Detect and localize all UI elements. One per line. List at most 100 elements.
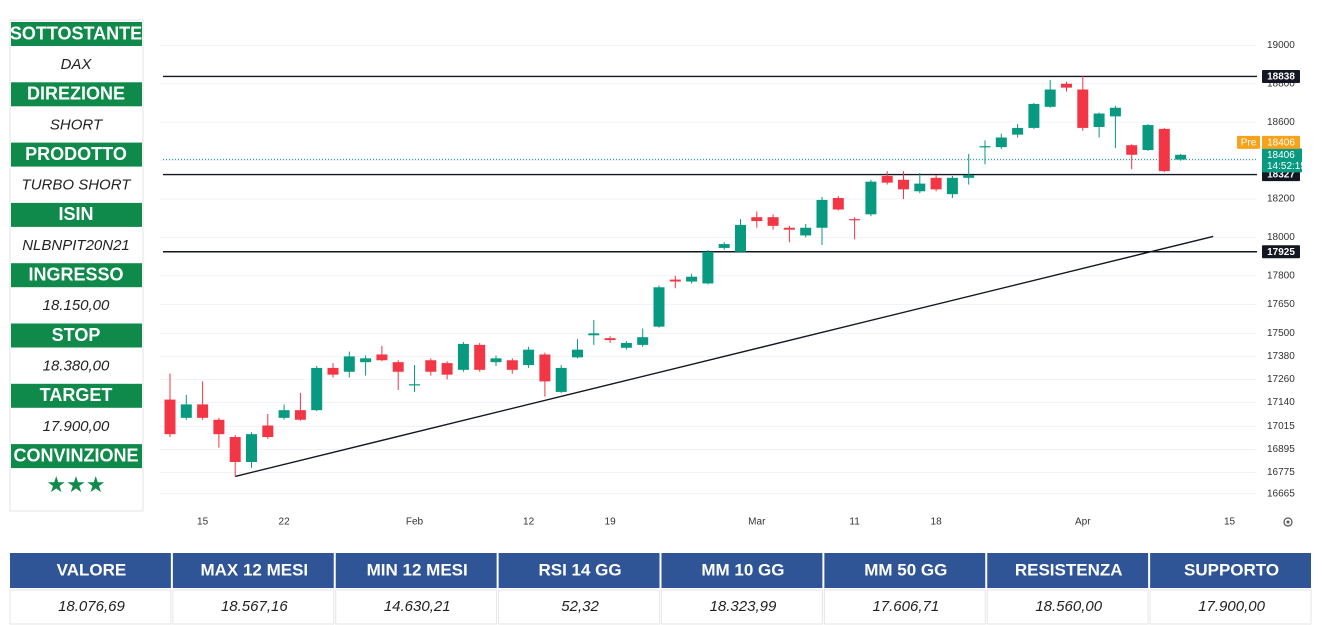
table-value: 14.630,21 xyxy=(384,598,451,615)
panel-header xyxy=(11,444,142,469)
y-tick-label: 18000 xyxy=(1267,232,1295,243)
candle-body xyxy=(669,279,681,282)
y-tick-label: 17380 xyxy=(1267,351,1295,362)
panel-value: 18.380,00 xyxy=(43,357,110,374)
panel-label: ISIN xyxy=(58,204,93,224)
y-tick-label: 17140 xyxy=(1267,397,1295,408)
candle-body xyxy=(881,175,893,183)
candle-body xyxy=(392,362,404,372)
candle-body xyxy=(1093,113,1105,127)
table-header-cell xyxy=(824,553,986,588)
table-header-cell xyxy=(172,553,334,588)
panel-label: SOTTOSTANTE xyxy=(10,23,142,43)
candle-body xyxy=(180,404,192,418)
pre-tag-label: Pre xyxy=(1241,138,1257,149)
table-header: SUPPORTO xyxy=(1184,560,1279,579)
table-cell xyxy=(986,589,1149,625)
panel-header xyxy=(11,323,142,348)
table-cell xyxy=(335,589,498,625)
last-price-tag xyxy=(1262,148,1302,173)
candle-body xyxy=(735,224,746,252)
price-tag xyxy=(1262,69,1300,83)
candle-body xyxy=(800,227,812,236)
candle-body xyxy=(572,349,583,358)
settings-icon[interactable] xyxy=(1283,517,1293,527)
y-tick-label: 18200 xyxy=(1267,194,1295,205)
table-cell xyxy=(9,589,172,625)
candle-body xyxy=(343,356,355,372)
y-tick-label: 17015 xyxy=(1267,421,1295,432)
y-tick-label: 17260 xyxy=(1267,374,1295,385)
candle-body xyxy=(963,174,975,178)
table-header-cell xyxy=(1150,553,1311,588)
y-tick-label: 17650 xyxy=(1267,299,1295,310)
price-tag-label: 18327 xyxy=(1267,170,1295,181)
panel-header xyxy=(11,22,142,46)
candle-body xyxy=(946,177,958,195)
panel-label: DIREZIONE xyxy=(27,84,125,104)
panel-value: TURBO SHORT xyxy=(22,177,133,194)
candle-body xyxy=(164,399,176,435)
table-header-cell xyxy=(987,553,1149,588)
candle-body xyxy=(490,358,502,363)
x-tick-label: 18 xyxy=(931,517,943,528)
table-value: 18.560,00 xyxy=(1035,598,1102,615)
table-value: 18.076,69 xyxy=(58,598,125,615)
candle-body xyxy=(555,367,567,392)
candle-body xyxy=(441,363,453,375)
candle-body xyxy=(1142,125,1154,150)
x-tick-label: 15 xyxy=(197,517,209,528)
y-tick-label: 16895 xyxy=(1267,444,1295,455)
candle-body xyxy=(1175,154,1187,160)
candle-body xyxy=(1109,107,1121,117)
candle-body xyxy=(702,251,714,284)
candle-body xyxy=(718,244,730,248)
table-value: 18.567,16 xyxy=(221,598,288,615)
x-tick-label: 12 xyxy=(523,517,535,528)
candle-body xyxy=(523,349,535,366)
candle-body xyxy=(360,358,372,363)
candle-body xyxy=(262,425,274,438)
y-tick-label: 18800 xyxy=(1267,78,1295,89)
panel-label: STOP xyxy=(52,325,101,345)
candle-body xyxy=(832,198,844,210)
candle-body xyxy=(604,338,616,341)
candle-body xyxy=(294,410,306,420)
last-price-time: 14:52:15 xyxy=(1267,161,1306,172)
table-value: 17.900,00 xyxy=(1198,598,1265,615)
candle-body xyxy=(653,287,665,327)
candle-body xyxy=(457,343,469,370)
table-header-cell xyxy=(498,553,660,588)
price-tag-label: 17925 xyxy=(1267,247,1295,258)
table-value: 17.606,71 xyxy=(872,598,939,615)
price-tag-label: 18838 xyxy=(1267,72,1295,83)
candle-body xyxy=(979,146,991,148)
x-tick-label: Feb xyxy=(406,517,424,528)
panel-value: ★★★ xyxy=(46,472,105,497)
y-tick-label: 17500 xyxy=(1267,328,1295,339)
y-tick-label: 16775 xyxy=(1267,467,1295,478)
table-header: MM 50 GG xyxy=(864,560,947,579)
x-tick-label: Apr xyxy=(1075,517,1091,528)
candle-body xyxy=(995,137,1007,148)
panel-value: DAX xyxy=(61,56,93,73)
pre-price-tag xyxy=(1262,135,1300,149)
candle-body xyxy=(620,342,632,348)
candle-body xyxy=(311,367,323,411)
table-cell xyxy=(172,589,335,625)
candle-body xyxy=(327,367,339,375)
candle-body xyxy=(409,384,420,386)
candle-body xyxy=(588,333,600,336)
x-tick-label: Mar xyxy=(748,517,766,528)
candle-body xyxy=(425,360,437,372)
table-cell xyxy=(823,589,986,625)
panel-value: SHORT xyxy=(50,116,104,133)
table-header: RSI 14 GG xyxy=(538,560,621,579)
candle-body xyxy=(1028,103,1040,128)
candle-body xyxy=(686,276,698,282)
table-cell xyxy=(661,589,823,625)
candle-body xyxy=(898,179,909,190)
candle-body xyxy=(213,419,225,435)
candle-body xyxy=(783,227,795,230)
